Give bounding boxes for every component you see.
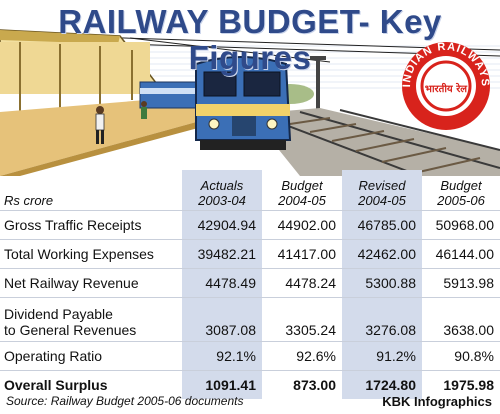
- cell-value: 46785.00: [342, 210, 422, 240]
- cell-value: 3305.24: [262, 297, 342, 342]
- unit-label: Rs crore: [4, 193, 54, 208]
- column-header: Actuals 2003-04: [182, 170, 262, 211]
- row-label: Total Working Expenses: [0, 239, 182, 269]
- figures-table: Rs crore Actuals 2003-04 Budget 2004-05 Re…: [0, 170, 500, 399]
- cell-value: 42904.94: [182, 210, 262, 240]
- cell-value: 4478.49: [182, 268, 262, 298]
- person-figure: [95, 106, 105, 144]
- credit-label: KBK Infographics: [382, 394, 492, 409]
- cell-value: 39482.21: [182, 239, 262, 269]
- header-row: Rs crore Actuals 2003-04 Budget 2004-05 Re…: [0, 170, 500, 211]
- cell-value: 3276.08: [342, 297, 422, 342]
- column-header: Budget 2004-05: [278, 178, 326, 208]
- cell-value: 46144.00: [422, 239, 500, 269]
- row-label: Gross Traffic Receipts: [0, 210, 182, 240]
- figures-table-container: Rs crore Actuals 2003-04 Budget 2004-05 Re…: [0, 170, 500, 399]
- column-header: Budget 2005-06: [437, 178, 485, 208]
- row-label: Operating Ratio: [0, 341, 182, 371]
- row-label: Overall Surplus: [0, 370, 182, 399]
- cell-value: 1091.41: [182, 370, 262, 399]
- cell-value: 44902.00: [262, 210, 342, 240]
- row-label: Dividend Payable to General Revenues: [0, 297, 182, 342]
- cell-value: 5913.98: [422, 268, 500, 298]
- page-title: RAILWAY BUDGET- Key Figures: [58, 3, 442, 76]
- cell-value: 91.2%: [342, 341, 422, 371]
- cell-value: 873.00: [262, 370, 342, 399]
- cell-value: 41417.00: [262, 239, 342, 269]
- emblem-inner-text: भारतीय रेल: [425, 82, 468, 95]
- table-row: Total Working Expenses 39482.21 41417.00…: [0, 239, 500, 269]
- table-row: Dividend Payable to General Revenues 3087…: [0, 297, 500, 342]
- railway-scene-illustration: INDIAN RAILWAYS भारतीय रेल: [0, 0, 500, 176]
- column-header: Revised 2004-05: [342, 170, 422, 211]
- row-label: Net Railway Revenue: [0, 268, 182, 298]
- cell-value: 90.8%: [422, 341, 500, 371]
- cell-value: 5300.88: [342, 268, 422, 298]
- source-note: Source: Railway Budget 2005-06 documents: [6, 394, 244, 408]
- cell-value: 3087.08: [182, 297, 262, 342]
- cell-value: 3638.00: [422, 297, 500, 342]
- table-row: Net Railway Revenue 4478.49 4478.24 5300…: [0, 268, 500, 298]
- cell-value: 92.1%: [182, 341, 262, 371]
- cell-value: 1724.80: [342, 370, 422, 399]
- cell-value: 50968.00: [422, 210, 500, 240]
- cell-value: 42462.00: [342, 239, 422, 269]
- cell-value: 92.6%: [262, 341, 342, 371]
- table-row: Gross Traffic Receipts 42904.94 44902.00…: [0, 210, 500, 240]
- cell-value: 4478.24: [262, 268, 342, 298]
- table-row: Overall Surplus 1091.41 873.00 1724.80 1…: [0, 370, 500, 399]
- cell-value: 1975.98: [422, 370, 500, 399]
- table-row: Operating Ratio 92.1% 92.6% 91.2% 90.8%: [0, 341, 500, 371]
